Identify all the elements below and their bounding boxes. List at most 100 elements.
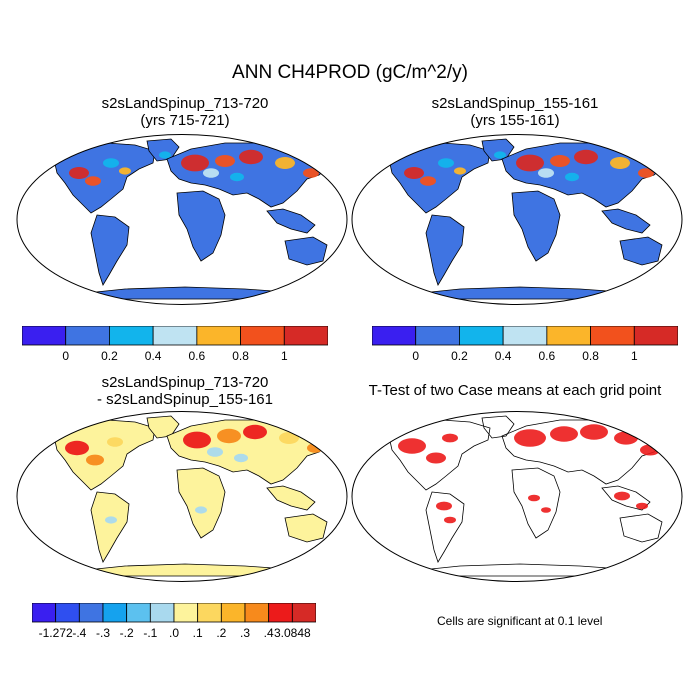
colorbar-swatch xyxy=(291,603,316,623)
land-australia xyxy=(284,236,328,266)
field-patch xyxy=(105,516,117,524)
colorbar-tick-label: -.1 xyxy=(143,626,158,640)
land-africa xyxy=(176,467,226,539)
land-southeast-asia xyxy=(266,208,316,234)
colorbar-difference xyxy=(32,603,316,623)
significant-cells xyxy=(436,501,452,511)
colorbar-tick-label: .3 xyxy=(239,626,251,640)
colorbar-tick-label: 0.8 xyxy=(582,349,599,363)
land-africa xyxy=(176,190,226,262)
colorbar-tick-label: 3.0848 xyxy=(273,626,311,640)
colorbar-swatch xyxy=(126,603,151,623)
land-north-america xyxy=(387,419,491,491)
field-patch xyxy=(307,443,323,453)
land-south-america xyxy=(90,491,130,563)
colorbar-swatch xyxy=(173,603,199,623)
colorbar-tick-label: 0.4 xyxy=(144,349,162,363)
colorbar-tick-label: .4 xyxy=(263,626,274,640)
field-patch xyxy=(438,158,454,168)
colorbar-swatch xyxy=(415,326,460,346)
colorbar-case1-labels: 0 0.2 0.4 0.6 0.8 1 xyxy=(22,347,328,363)
colorbar-tick-label: 0.6 xyxy=(538,349,556,363)
colorbar-swatch xyxy=(196,326,241,346)
colorbar-case1 xyxy=(22,326,328,346)
colorbar-swatch xyxy=(502,326,548,346)
field-patch xyxy=(183,431,211,449)
field-patch xyxy=(85,176,101,186)
panel-3-title: s2sLandSpinup_713-720 - s2sLandSpinup_15… xyxy=(22,374,348,408)
field-patch xyxy=(86,454,104,466)
land-southeast-asia xyxy=(266,485,316,511)
colorbar-difference-labels: -1.272 -.4 -.3 -.2 -.1 .0 .1 .2 .3 .4 3.0848 xyxy=(32,624,316,640)
colorbar-swatch xyxy=(22,326,67,346)
colorbar-swatch xyxy=(197,603,222,623)
field-patch xyxy=(107,437,123,447)
colorbar-swatch xyxy=(283,326,328,346)
colorbar-swatch xyxy=(240,326,285,346)
map-case2 xyxy=(351,134,683,305)
land-north-america xyxy=(52,142,156,214)
colorbar-tick-label: 0.8 xyxy=(232,349,249,363)
field-patch xyxy=(574,149,598,165)
significant-cells xyxy=(541,507,551,513)
colorbar-swatch xyxy=(459,326,504,346)
field-patch xyxy=(65,440,89,456)
significant-cells xyxy=(444,516,456,524)
colorbar-tick-label: -1.272 xyxy=(38,626,73,640)
land-australia xyxy=(619,236,663,266)
colorbar-tick-label: 0 xyxy=(412,349,420,363)
map-border xyxy=(16,411,348,582)
panel-1-title: s2sLandSpinup_713-720 (yrs 715-721) xyxy=(22,95,348,129)
field-patch xyxy=(420,176,436,186)
map-case1 xyxy=(16,134,348,305)
field-patch xyxy=(159,151,171,159)
field-patch xyxy=(638,168,654,178)
land-south-america xyxy=(90,214,130,286)
colorbar-tick-label: -.3 xyxy=(95,626,111,640)
significant-cells xyxy=(528,494,540,502)
field-patch xyxy=(207,447,223,457)
colorbar-tick-label: 1 xyxy=(630,349,638,363)
figure-title: ANN CH4PROD (gC/m^2/y) xyxy=(232,62,468,83)
map-border xyxy=(351,134,683,305)
land-africa xyxy=(511,467,561,539)
map-border xyxy=(351,411,683,582)
colorbar-swatch xyxy=(590,326,635,346)
land-north-america xyxy=(387,142,491,214)
significant-cells xyxy=(442,433,458,443)
colorbar-swatch xyxy=(220,603,246,623)
map-ttest xyxy=(351,411,683,582)
colorbar-swatch xyxy=(152,326,198,346)
panel-3-title-line1: s2sLandSpinup_713-720 xyxy=(101,374,269,391)
significant-cells xyxy=(426,452,446,464)
significant-cells xyxy=(614,431,638,445)
field-patch xyxy=(234,453,248,463)
field-patch xyxy=(494,151,506,159)
colorbar-tick-label: 0.6 xyxy=(188,349,206,363)
land-north-america xyxy=(52,419,156,491)
field-patch xyxy=(565,172,579,182)
colorbar-swatch xyxy=(65,326,110,346)
panel-2-title-line1: s2sLandSpinup_155-161 xyxy=(431,95,599,112)
colorbar-swatch xyxy=(102,603,128,623)
colorbar-tick-label: .1 xyxy=(192,626,203,640)
land-australia xyxy=(619,513,663,543)
colorbar-tick-label: 0.4 xyxy=(494,349,512,363)
colorbar-tick-label: 1 xyxy=(280,349,288,363)
significant-cells xyxy=(636,502,648,510)
colorbar-swatch xyxy=(244,603,270,623)
colorbar-swatch xyxy=(55,603,80,623)
colorbar-swatch xyxy=(32,603,57,623)
significant-cells xyxy=(580,424,608,440)
colorbar-swatch xyxy=(633,326,678,346)
field-patch xyxy=(538,168,554,178)
field-patch xyxy=(516,154,544,172)
colorbar-tick-label: 0.2 xyxy=(451,349,468,363)
colorbar-swatch xyxy=(78,603,104,623)
field-patch xyxy=(239,149,263,165)
panel-2-title-line2: (yrs 155-161) xyxy=(470,112,560,129)
field-patch xyxy=(404,167,424,179)
field-patch xyxy=(217,428,241,444)
panel-4-title-line1: T-Test of two Case means at each grid po… xyxy=(368,382,662,399)
panel-2-title: s2sLandSpinup_155-161 (yrs 155-161) xyxy=(352,95,678,129)
